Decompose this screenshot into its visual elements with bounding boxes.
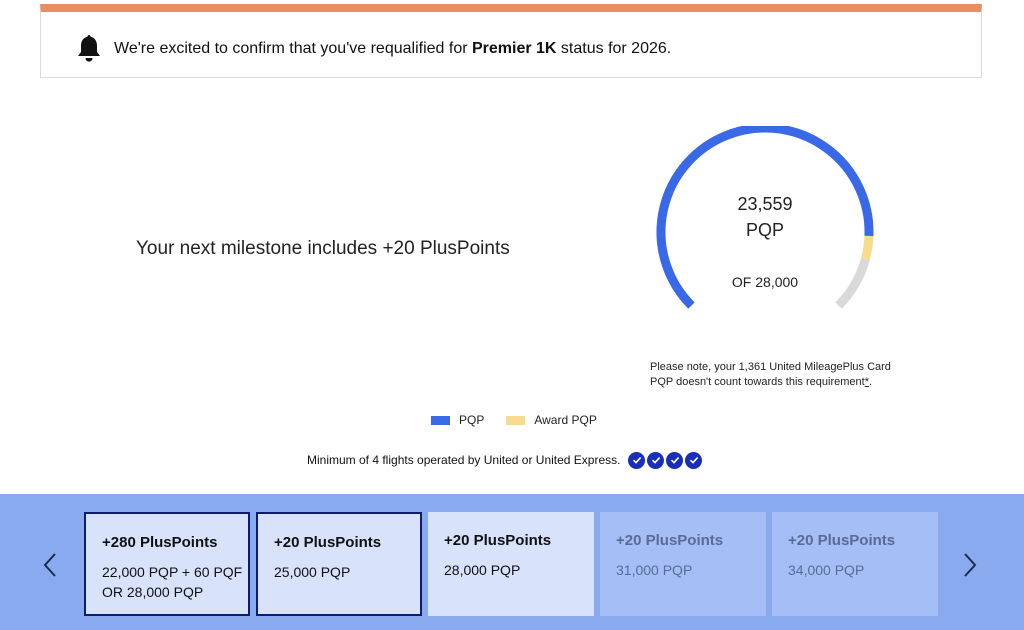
milestone-card[interactable]: +20 PlusPoints 31,000 PQP <box>600 512 766 616</box>
requalification-notice: We're excited to confirm that you've req… <box>40 4 982 78</box>
notice-message: We're excited to confirm that you've req… <box>114 40 672 57</box>
milestone-card-requirement: OR 28,000 PQP <box>102 584 204 600</box>
milestone-card-title: +20 PlusPoints <box>616 532 724 549</box>
milestone-carousel: +280 PlusPoints 22,000 PQP + 60 PQF OR 28,… <box>0 494 1024 630</box>
flight-check-icon <box>647 451 665 469</box>
bell-icon <box>78 35 100 62</box>
legend-swatch-pqp <box>431 415 450 425</box>
milestone-card-title: +20 PlusPoints <box>274 534 382 551</box>
gauge-award-pqp-arc <box>860 235 874 261</box>
legend-swatch-award-pqp <box>506 415 526 425</box>
flight-check-icon <box>628 451 646 469</box>
flights-requirement-text: Minimum of 4 flights operated by United … <box>307 453 621 467</box>
milestone-card-title: +20 PlusPoints <box>444 532 552 549</box>
gauge-remaining-arc <box>835 258 870 309</box>
legend-item-award-pqp: Award PQP <box>506 413 597 427</box>
next-milestone-text: Your next milestone includes +20 PlusPoi… <box>136 238 510 259</box>
card-pqp-note: Please note, your 1,361 United MileagePl… <box>650 361 891 388</box>
gauge-pqp-arc <box>656 126 874 309</box>
flight-checkmarks <box>628 451 704 469</box>
milestone-card-title: +280 PlusPoints <box>102 534 218 551</box>
gauge-target: OF 28,000 <box>731 274 799 290</box>
milestone-card-requirement: 22,000 PQP + 60 PQF <box>102 564 243 580</box>
gauge-ring <box>656 126 874 309</box>
flight-check-icon <box>685 451 703 469</box>
footnote-link[interactable]: * <box>864 376 869 388</box>
milestone-card-requirement: 31,000 PQP <box>616 562 693 578</box>
legend-item-pqp: PQP <box>431 413 484 427</box>
milestone-card-requirement: 28,000 PQP <box>444 562 521 578</box>
milestone-card[interactable]: +280 PlusPoints 22,000 PQP + 60 PQF OR 28,… <box>84 512 250 616</box>
gauge-value: 23,559 <box>737 194 793 214</box>
milestone-card-requirement: 34,000 PQP <box>788 562 865 578</box>
milestone-card-title: +20 PlusPoints <box>788 532 896 549</box>
milestone-card[interactable]: +20 PlusPoints 28,000 PQP <box>428 512 594 616</box>
pqp-progress-gauge: 23,559 PQP OF 28,000 <box>652 126 878 336</box>
notice-status: Premier 1K <box>471 40 557 57</box>
flights-requirement: Minimum of 4 flights operated by United … <box>307 450 704 470</box>
milestone-card[interactable]: +20 PlusPoints 34,000 PQP <box>772 512 938 616</box>
gauge-unit: PQP <box>745 220 784 240</box>
chevron-left-icon[interactable] <box>40 550 62 580</box>
flight-check-icon <box>666 451 684 469</box>
milestone-card-requirement: 25,000 PQP <box>274 564 351 580</box>
gauge-legend: PQP Award PQP <box>431 412 619 428</box>
milestone-card[interactable]: +20 PlusPoints 25,000 PQP <box>256 512 422 616</box>
chevron-right-icon[interactable] <box>958 550 980 580</box>
